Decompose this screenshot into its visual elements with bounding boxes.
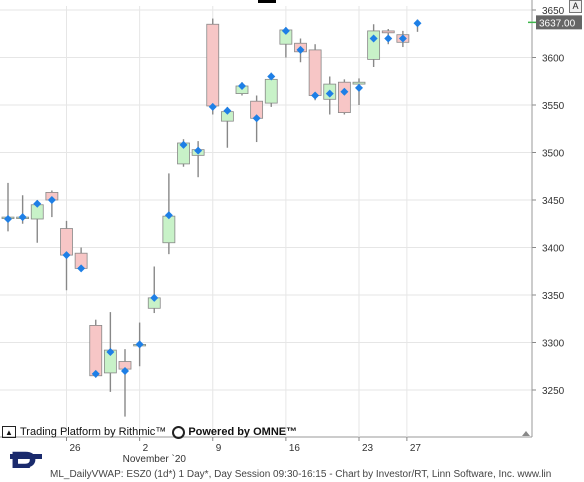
vwap-marker <box>164 211 173 220</box>
price-tick-label: 3600 <box>542 54 565 65</box>
omne-branding: Powered by OMNE™ <box>172 425 298 439</box>
time-tick-label: 23 <box>362 443 374 454</box>
chart-caption-bar: ML_DailyVWAP: ESZ0 (1d*) 1 Day*, Day Ses… <box>0 468 584 482</box>
scroll-end-icon <box>522 431 530 436</box>
vwap-marker <box>398 34 407 43</box>
vwap-marker <box>223 106 232 115</box>
vwap-marker <box>281 26 290 35</box>
omne-label: Powered by OMNE™ <box>188 426 298 438</box>
candle-up <box>162 215 176 244</box>
vwap-marker <box>62 251 71 260</box>
time-tick-label: 2 <box>143 443 149 454</box>
vwap-marker <box>311 91 320 100</box>
price-tick-label: 3500 <box>542 149 565 160</box>
omne-icon <box>172 425 186 439</box>
vwap-marker <box>384 34 393 43</box>
vwap-marker <box>267 72 276 81</box>
vwap-marker <box>179 140 188 149</box>
price-tick-label: 3450 <box>542 196 565 207</box>
price-tick-label: 3400 <box>542 244 565 255</box>
candle-down <box>206 23 220 107</box>
vwap-marker <box>355 83 363 92</box>
vwap-marker <box>296 45 305 54</box>
chart-caption: ML_DailyVWAP: ESZ0 (1d*) 1 Day*, Day Ses… <box>50 469 552 480</box>
candle-down <box>89 324 103 377</box>
price-tick-label: 3250 <box>542 386 565 397</box>
vwap-marker <box>135 340 144 349</box>
month-label: November `20 <box>123 453 187 465</box>
vwap-marker <box>208 102 217 111</box>
price-tick-label: 3550 <box>542 101 565 112</box>
vwap-marker <box>194 146 203 155</box>
vwap-marker <box>47 196 56 204</box>
top-selection-marker <box>258 0 276 3</box>
vwap-marker <box>18 213 27 222</box>
candle-down <box>308 49 322 96</box>
price-tick-label: 3300 <box>542 339 565 350</box>
time-tick-label: 9 <box>216 443 222 454</box>
vwap-marker <box>121 367 129 375</box>
price-tick-label: 3650 <box>542 6 565 17</box>
time-tick-label: 27 <box>410 443 422 454</box>
vwap-marker <box>325 89 334 98</box>
candle-up <box>264 78 278 104</box>
time-tick-label: 26 <box>70 443 82 454</box>
vwap-marker <box>77 264 86 273</box>
vwap-marker <box>369 34 378 43</box>
autoscale-button[interactable]: A <box>569 0 582 13</box>
last-price-label: 3637.00 <box>539 18 576 29</box>
time-tick-label: 16 <box>289 443 301 454</box>
rithmic-label: Trading Platform by Rithmic™ <box>20 426 167 438</box>
candle-down <box>381 30 395 34</box>
vwap-marker <box>4 215 12 223</box>
vwap-marker <box>150 293 159 302</box>
plot-background <box>0 0 532 437</box>
vwap-marker <box>252 114 261 123</box>
vwap-marker <box>238 82 246 90</box>
vwap-marker <box>91 369 100 378</box>
candle-down <box>337 81 351 113</box>
last-price-badge <box>536 15 582 30</box>
candle-up <box>352 81 366 85</box>
vwap-marker <box>106 348 115 356</box>
rithmic-icon: ▲ <box>2 426 16 438</box>
vwap-marker <box>33 199 42 208</box>
vwap-marker <box>413 19 422 28</box>
vwap-marker <box>340 87 349 96</box>
price-tick-label: 3350 <box>542 291 565 302</box>
branding-bar: ▲ Trading Platform by Rithmic™ Powered b… <box>2 424 297 440</box>
